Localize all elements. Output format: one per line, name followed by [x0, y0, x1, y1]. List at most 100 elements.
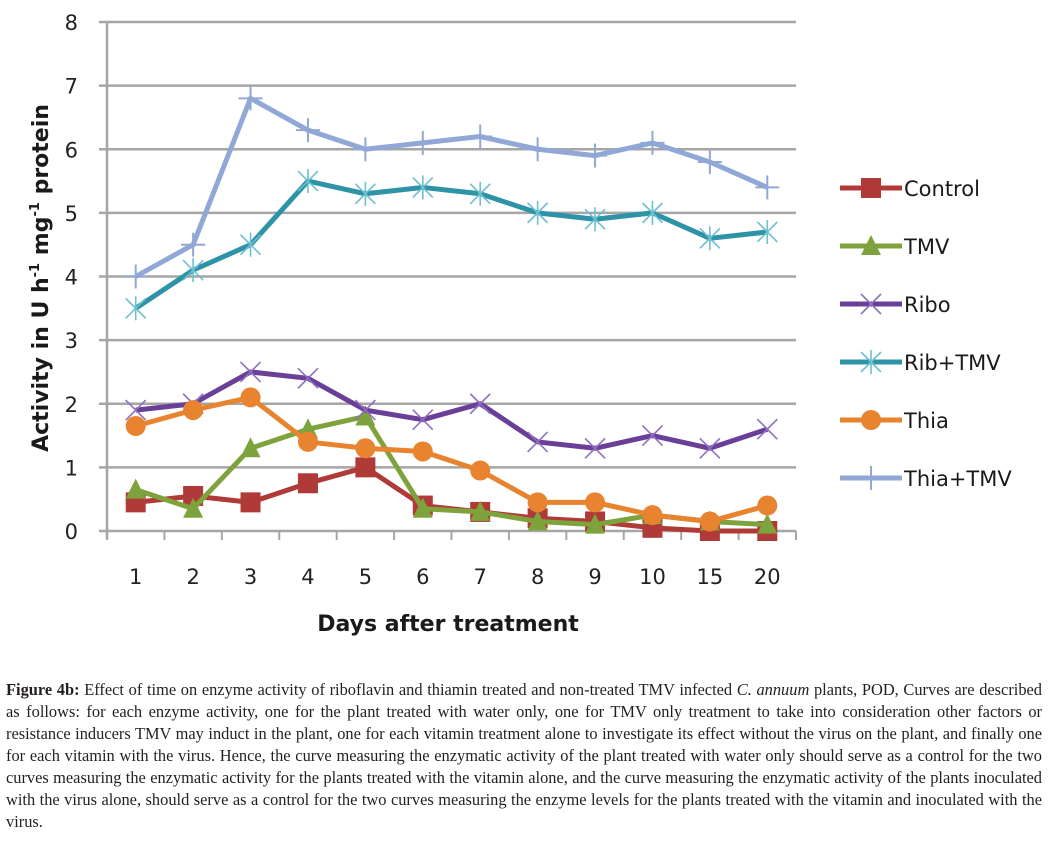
y-tick-label: 7	[65, 75, 78, 99]
y-axis-title-post: protein	[29, 104, 54, 202]
x-tick-label: 4	[301, 565, 314, 589]
x-tick-label: 3	[244, 565, 257, 589]
caption-text-2: plants, POD, Curves are described as fol…	[6, 680, 1043, 831]
data-point	[640, 130, 665, 155]
data-point	[527, 492, 548, 513]
data-point	[297, 169, 319, 194]
data-point	[239, 361, 262, 383]
legend-item: Rib+TMV	[840, 350, 1001, 375]
data-point	[699, 226, 721, 251]
data-point	[641, 424, 664, 447]
legend-marker-asterisk-icon	[860, 350, 882, 374]
data-point	[182, 258, 204, 283]
data-point	[240, 387, 261, 408]
data-point	[699, 511, 720, 532]
x-tick-labels: 1 2 3 4 5 6 7 8 9 10 15 20	[129, 565, 781, 589]
legend-item: TMV	[840, 235, 950, 259]
data-point	[585, 492, 606, 513]
legend-label: Control	[904, 177, 980, 201]
x-tick-label: 7	[474, 565, 487, 589]
data-point	[697, 149, 722, 174]
x-tick-label: 15	[697, 565, 724, 589]
legend-label: TMV	[903, 235, 950, 259]
series-rib-tmv	[125, 169, 778, 321]
gridlines	[99, 20, 796, 533]
data-point	[755, 175, 780, 200]
y-tick-label: 1	[65, 456, 78, 480]
series-thia	[125, 387, 778, 532]
data-point	[297, 431, 318, 452]
data-point	[525, 137, 550, 162]
chart-figure: 0 1 2 3 4 5 6 7 8 1 2 3 4 5 6 7 8 9 10 15 20 Days after tre…	[28, 11, 1012, 637]
legend-item: Thia+TMV	[840, 466, 1012, 491]
y-tick-label: 8	[65, 11, 78, 35]
legend-item: Ribo	[840, 293, 951, 317]
y-tick-labels: 0 1 2 3 4 5 6 7 8	[65, 11, 78, 544]
series-line	[134, 413, 768, 528]
data-point	[470, 460, 491, 481]
data-point	[355, 438, 376, 459]
y-tick-label: 6	[65, 138, 78, 162]
data-point	[239, 232, 262, 257]
caption-text-1: Effect of time on enzyme activity of rib…	[79, 680, 737, 699]
x-tick-label: 8	[531, 565, 544, 589]
x-tick-label: 20	[754, 565, 781, 589]
legend-marker-plus-icon	[859, 466, 883, 490]
data-point	[642, 505, 663, 526]
data-point	[527, 510, 548, 531]
data-point	[699, 437, 721, 459]
legend-marker-x-icon	[860, 293, 882, 315]
data-point	[238, 86, 263, 111]
data-point	[468, 124, 493, 149]
data-point	[354, 181, 376, 206]
x-tick-label: 6	[416, 565, 429, 589]
y-axis-title-sup2: -1	[28, 202, 43, 216]
data-point	[583, 143, 608, 168]
legend-marker-square-icon	[861, 178, 881, 198]
data-point	[641, 200, 664, 225]
y-tick-label: 4	[65, 266, 78, 290]
data-point	[469, 181, 491, 206]
x-tick-label: 5	[359, 565, 372, 589]
y-axis-title: Activity in U h-1 mg-1 protein	[28, 104, 54, 452]
data-point	[125, 399, 147, 421]
data-point	[527, 200, 549, 225]
legend-marker-triangle-icon	[861, 235, 881, 255]
y-axis-title-pre: Activity in U h	[29, 277, 54, 452]
legend-label: Rib+TMV	[904, 351, 1001, 375]
series-tmv	[125, 405, 778, 534]
data-point	[756, 418, 778, 440]
data-point	[183, 497, 204, 518]
data-point	[125, 296, 147, 321]
series-lines	[123, 86, 780, 541]
x-tick-label: 10	[639, 565, 666, 589]
y-tick-label: 0	[65, 520, 78, 544]
series-ribo	[125, 361, 778, 459]
data-point	[240, 492, 261, 513]
data-point	[757, 495, 778, 516]
series-line	[134, 95, 769, 279]
data-point	[355, 457, 376, 478]
series-thia-tmv	[123, 86, 780, 289]
data-point	[757, 513, 778, 534]
data-point	[584, 207, 606, 232]
data-point	[297, 418, 318, 439]
y-tick-label: 2	[65, 393, 78, 417]
data-point	[181, 232, 206, 257]
data-point	[183, 400, 204, 421]
y-axis-title-sup1: -1	[28, 263, 43, 277]
y-tick-label: 5	[65, 202, 78, 226]
figure-caption: Figure 4b: Effect of time on enzyme acti…	[6, 679, 1042, 833]
legend-label: Thia	[903, 409, 949, 433]
data-point	[585, 513, 606, 534]
data-point	[354, 399, 376, 421]
legend-item: Thia	[840, 409, 949, 433]
x-tick-label: 1	[129, 565, 142, 589]
legend-item: Control	[840, 177, 980, 201]
data-point	[297, 473, 318, 494]
data-point	[297, 367, 319, 389]
y-axis-title-mid: mg	[29, 217, 54, 263]
data-point	[470, 500, 491, 521]
data-point	[584, 437, 606, 459]
data-point	[123, 264, 148, 289]
